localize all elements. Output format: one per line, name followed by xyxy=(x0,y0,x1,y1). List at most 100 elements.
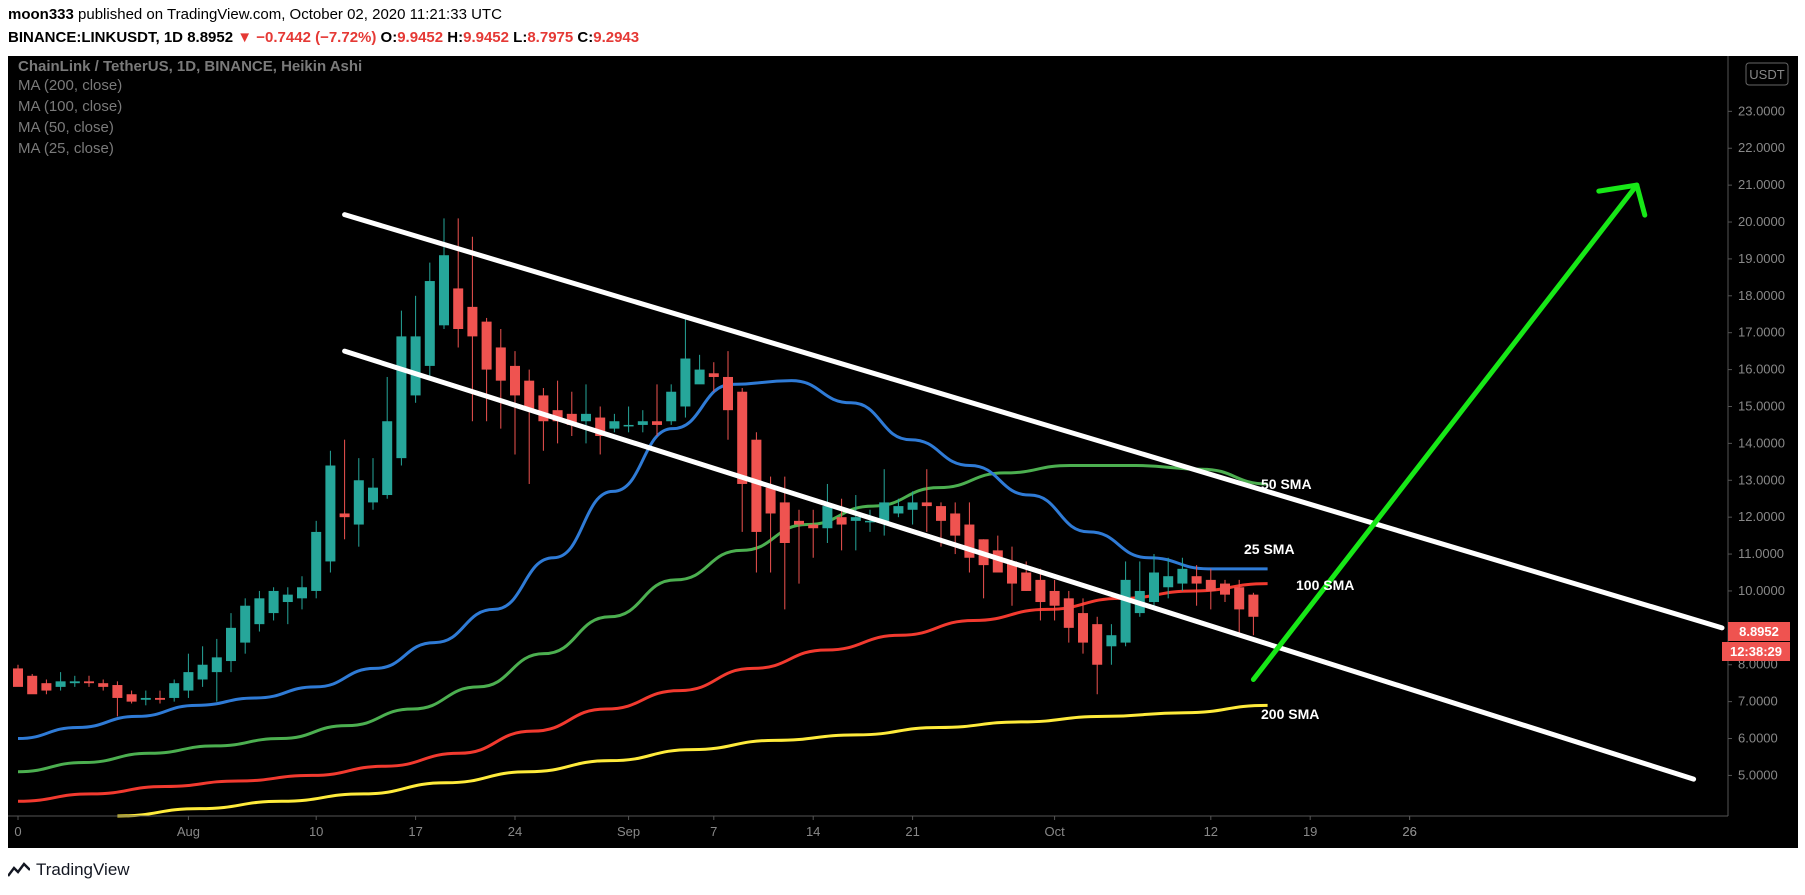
time-tick-label: 14 xyxy=(806,824,820,839)
candle-up xyxy=(410,336,421,396)
candle-down xyxy=(1049,590,1060,606)
candle-up xyxy=(226,627,236,662)
candle-down xyxy=(1063,598,1074,628)
candle-down xyxy=(1035,579,1046,603)
time-tick-label: 7 xyxy=(710,824,717,839)
price-tick-label: 16.0000 xyxy=(1738,362,1785,377)
currency-badge[interactable]: USDT xyxy=(1745,62,1789,86)
candle-up xyxy=(581,413,591,422)
candle-down xyxy=(737,391,748,484)
candle-up xyxy=(637,421,648,425)
open-value: 9.9452 xyxy=(397,29,444,46)
candle-up xyxy=(1163,576,1174,588)
candle-down xyxy=(1234,587,1245,610)
candle-down xyxy=(836,517,847,525)
candle-down xyxy=(1092,624,1103,665)
candle-down xyxy=(84,681,94,684)
label-25-sma: 25 SMA xyxy=(1244,541,1295,557)
price-tick-label: 14.0000 xyxy=(1738,435,1785,450)
candle-up xyxy=(609,421,620,429)
legend-ma200[interactable]: MA (200, close) xyxy=(18,77,122,94)
candle-down xyxy=(1220,583,1230,595)
candle-up xyxy=(822,506,833,529)
candle-down xyxy=(453,288,464,330)
time-tick-label: 26 xyxy=(1402,824,1416,839)
time-tick-label: Oct xyxy=(1044,824,1065,839)
candle-up xyxy=(353,480,364,525)
candle-up xyxy=(55,681,66,687)
candle-down xyxy=(524,380,535,411)
legend-ma50[interactable]: MA (50, close) xyxy=(18,119,114,136)
last-price-tag-label: 8.8952 xyxy=(1739,624,1779,639)
time-tick-label: 10 xyxy=(309,824,323,839)
candle-up xyxy=(368,487,378,503)
price-tick-label: 22.0000 xyxy=(1738,140,1785,155)
candle-up xyxy=(240,605,251,643)
candle-down xyxy=(1205,579,1216,591)
price-tick-label: 19.0000 xyxy=(1738,251,1785,266)
low-value: 8.7975 xyxy=(527,29,574,46)
ohlc-line: BINANCE:LINKUSDT, 1D 8.8952 ▼ −0.7442 (−… xyxy=(8,29,639,46)
label-50-sma: 50 SMA xyxy=(1261,476,1312,492)
price-tick-label: 12.0000 xyxy=(1738,509,1785,524)
candle-down xyxy=(950,513,961,536)
price-tick-label: 23.0000 xyxy=(1738,103,1785,118)
last-price: 8.8952 xyxy=(187,29,234,46)
candle-up xyxy=(439,255,449,326)
candle-down xyxy=(467,306,478,337)
price-tick-label: 6.0000 xyxy=(1738,731,1778,746)
countdown-label: 12:38:29 xyxy=(1730,644,1782,659)
candle-up xyxy=(1177,568,1188,584)
candle-down xyxy=(481,321,492,370)
ma25-line xyxy=(17,379,1268,741)
candle-up xyxy=(169,683,180,698)
candle-up xyxy=(69,681,80,684)
candle-up xyxy=(694,369,705,385)
price-tick-label: 10.0000 xyxy=(1738,583,1785,598)
candle-down xyxy=(13,668,23,687)
time-tick-label: 24 xyxy=(508,824,522,839)
close-value: 9.2943 xyxy=(593,29,640,46)
published-text: published on TradingView.com, October 02… xyxy=(78,6,502,23)
price-tick-label: 18.0000 xyxy=(1738,288,1785,303)
candle-down xyxy=(751,439,762,532)
legend-ma25[interactable]: MA (25, close) xyxy=(18,140,114,157)
price-tick-label: 20.0000 xyxy=(1738,214,1785,229)
candle-down xyxy=(510,365,520,396)
candle-down xyxy=(964,524,975,558)
candle-up xyxy=(325,465,336,562)
price-chart[interactable]: 5.00006.00007.00008.00009.000010.000011.… xyxy=(8,56,1798,848)
candle-up xyxy=(1120,579,1131,643)
symbol-label: BINANCE:LINKUSDT, 1D xyxy=(8,29,184,46)
candle-down xyxy=(794,520,804,525)
candle-down xyxy=(1078,613,1088,643)
projection-arrow-line xyxy=(1250,182,1640,682)
candle-down xyxy=(27,675,38,695)
close-label: C: xyxy=(577,29,594,46)
chart-panel[interactable]: 5.00006.00007.00008.00009.000010.000011.… xyxy=(8,56,1798,848)
low-label: L: xyxy=(513,29,528,46)
price-tick-label: 7.0000 xyxy=(1738,694,1778,709)
publish-line: moon333 published on TradingView.com, Oc… xyxy=(8,6,502,23)
candle-down xyxy=(595,417,606,436)
time-tick-label: 0 xyxy=(14,824,21,839)
author-name[interactable]: moon333 xyxy=(8,6,74,23)
channel-lower-line xyxy=(342,348,1697,782)
high-value: 9.9452 xyxy=(463,29,509,46)
tradingview-logo-icon[interactable] xyxy=(8,862,30,878)
down-arrow-icon: ▼ xyxy=(237,29,253,46)
candle-up xyxy=(850,517,861,521)
candle-down xyxy=(779,502,790,543)
footer-brand[interactable]: TradingView xyxy=(36,860,130,879)
candle-up xyxy=(1149,572,1159,603)
candle-up xyxy=(623,424,634,427)
ma200-line xyxy=(117,703,1268,818)
candle-down xyxy=(765,487,776,514)
candle-up xyxy=(140,697,151,700)
candle-up xyxy=(297,587,307,599)
ma50-line xyxy=(17,464,1268,774)
currency-label: USDT xyxy=(1749,67,1784,82)
candle-up xyxy=(907,502,918,510)
legend-ma100[interactable]: MA (100, close) xyxy=(18,98,122,115)
high-label: H: xyxy=(447,29,464,46)
